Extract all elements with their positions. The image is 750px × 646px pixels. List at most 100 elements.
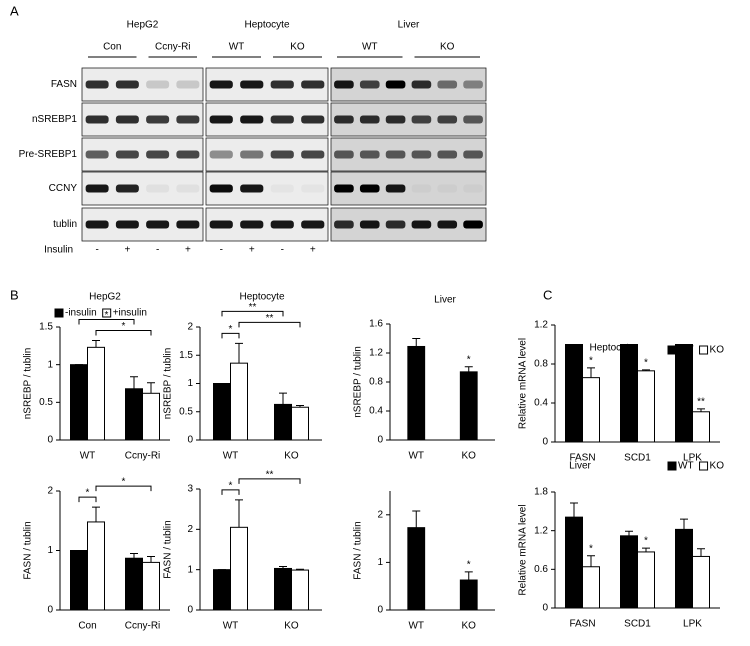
blot-band: [115, 220, 139, 229]
error-bar: [235, 499, 243, 528]
blot-band: [209, 80, 233, 89]
y-axis-label: Relative mRNA level: [518, 504, 529, 595]
significance-bracket: [95, 330, 152, 336]
significance-bracket: [78, 496, 97, 503]
insulin-sign: +: [249, 245, 255, 256]
blot-band: [176, 220, 200, 229]
y-tick-label: 1: [187, 378, 193, 389]
y-tick-label: 0.4: [369, 406, 383, 417]
legend-swatch: [667, 461, 677, 471]
bar: [291, 406, 309, 441]
blot-band: [463, 220, 483, 229]
group-label: Heptocyte: [244, 20, 289, 31]
error-bar: [464, 571, 473, 581]
blot-band: [240, 220, 264, 229]
x-tick-label: SCD1: [624, 453, 651, 464]
chart-title: Liver: [434, 295, 456, 306]
legend-swatch: [667, 345, 677, 355]
blot-band: [385, 115, 406, 124]
blot-band: [115, 115, 139, 124]
bar: [142, 392, 160, 441]
significance: *: [122, 321, 126, 332]
y-tick-label: 0.6: [534, 564, 548, 575]
blot-band: [301, 220, 325, 229]
y-tick-label: 1.5: [179, 350, 193, 361]
bar: [637, 551, 655, 609]
blot-band: [334, 150, 354, 159]
significance: *: [467, 354, 471, 365]
bar: [675, 528, 693, 609]
y-tick-label: 0.8: [534, 359, 548, 370]
x-tick-label: FASN: [569, 453, 595, 464]
error-bar: [147, 382, 155, 394]
y-tick-label: 0: [542, 437, 548, 448]
blot-panel: [330, 67, 487, 102]
blot-band: [85, 115, 109, 124]
bar: [407, 527, 426, 611]
x-tick-label: WT: [223, 621, 239, 632]
blot-band: [176, 115, 200, 124]
blot-band: [146, 184, 170, 193]
significance-bracket: [238, 478, 301, 484]
blot-band: [359, 115, 380, 124]
row-label: CCNY: [49, 183, 78, 194]
insulin-sign: +: [310, 245, 316, 256]
bar: [407, 345, 426, 441]
x-tick-label: FASN: [569, 619, 595, 630]
y-tick-label: 0: [47, 435, 53, 446]
significance: *: [229, 324, 233, 335]
blot-band: [270, 150, 294, 159]
x-tick-label: WT: [80, 451, 96, 462]
error-bar: [587, 367, 595, 378]
blot-band: [115, 184, 139, 193]
blot-band: [85, 184, 109, 193]
x-tick-label: LPK: [683, 453, 702, 464]
blot-band: [146, 150, 170, 159]
y-tick-label: 1: [377, 557, 383, 568]
blot-band: [85, 150, 109, 159]
x-tick-label: WT: [223, 451, 239, 462]
chart-title: Heptocyte: [239, 292, 284, 303]
bar: [230, 362, 248, 441]
legend-label: KO: [710, 461, 725, 472]
blot-band: [301, 150, 325, 159]
blot-band: [359, 220, 380, 229]
y-tick-label: 1: [47, 359, 53, 370]
subgroup-label: WT: [362, 42, 378, 53]
blot-band: [437, 220, 458, 229]
bar: [459, 579, 478, 611]
blot-panel: [330, 207, 487, 242]
y-tick-label: 2: [187, 524, 193, 535]
blot-band: [301, 80, 325, 89]
blot-band: [240, 150, 264, 159]
significance: *: [86, 488, 90, 499]
bar: [582, 566, 600, 609]
x-tick-label: KO: [284, 451, 299, 462]
y-tick-label: 1.2: [369, 348, 383, 359]
blot-band: [463, 80, 483, 89]
bar: [692, 411, 710, 443]
y-tick-label: 0: [377, 435, 383, 446]
blot-band: [85, 220, 109, 229]
blot-band: [240, 80, 264, 89]
insulin-sign: -: [220, 245, 223, 256]
subgroup-label: KO: [440, 42, 455, 53]
blot-band: [209, 184, 233, 193]
bar: [565, 516, 583, 609]
blot-band: [437, 115, 458, 124]
blot-band: [115, 80, 139, 89]
x-tick-label: KO: [462, 451, 477, 462]
x-tick-label: SCD1: [624, 619, 651, 630]
chart-title: Liver: [569, 461, 591, 472]
bar: [87, 521, 105, 611]
blot-band: [176, 80, 200, 89]
blot-band: [359, 150, 380, 159]
y-tick-label: 0: [187, 435, 193, 446]
bar: [70, 364, 88, 441]
row-label: nSREBP1: [32, 114, 77, 125]
blot-band: [271, 185, 294, 193]
y-tick-label: 1.2: [534, 525, 548, 536]
error-bar: [279, 565, 287, 569]
error-bar: [296, 568, 304, 571]
bar: [274, 403, 292, 441]
